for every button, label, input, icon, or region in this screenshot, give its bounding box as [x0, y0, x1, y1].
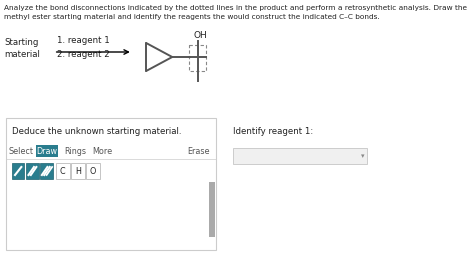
FancyBboxPatch shape	[40, 163, 53, 179]
Text: Identify reagent 1:: Identify reagent 1:	[233, 127, 313, 136]
FancyBboxPatch shape	[26, 163, 39, 179]
FancyBboxPatch shape	[86, 163, 100, 179]
Text: methyl ester starting material and identify the reagents the would construct the: methyl ester starting material and ident…	[4, 14, 380, 20]
Text: material: material	[4, 50, 40, 59]
FancyBboxPatch shape	[36, 145, 58, 157]
Text: Starting: Starting	[4, 38, 38, 47]
Text: H: H	[75, 167, 81, 176]
Text: ▾: ▾	[361, 153, 365, 159]
Text: 1. reagent 1: 1. reagent 1	[57, 36, 109, 45]
Text: Rings: Rings	[64, 147, 86, 155]
Text: Deduce the unknown starting material.: Deduce the unknown starting material.	[12, 127, 182, 136]
Text: OH: OH	[193, 31, 207, 40]
Bar	[189, 45, 206, 71]
FancyBboxPatch shape	[71, 163, 84, 179]
FancyBboxPatch shape	[12, 163, 25, 179]
Text: Erase: Erase	[188, 147, 210, 155]
Text: O: O	[90, 167, 96, 176]
Text: C: C	[60, 167, 65, 176]
FancyBboxPatch shape	[56, 163, 70, 179]
Text: Draw: Draw	[36, 147, 57, 155]
Text: 2. reagent 2: 2. reagent 2	[57, 50, 109, 59]
FancyBboxPatch shape	[233, 148, 367, 164]
FancyBboxPatch shape	[6, 118, 217, 250]
Text: Select: Select	[9, 147, 34, 155]
Bar	[210, 182, 215, 237]
Text: Analyze the bond disconnections indicated by the dotted lines in the product and: Analyze the bond disconnections indicate…	[4, 5, 467, 11]
Text: More: More	[92, 147, 112, 155]
